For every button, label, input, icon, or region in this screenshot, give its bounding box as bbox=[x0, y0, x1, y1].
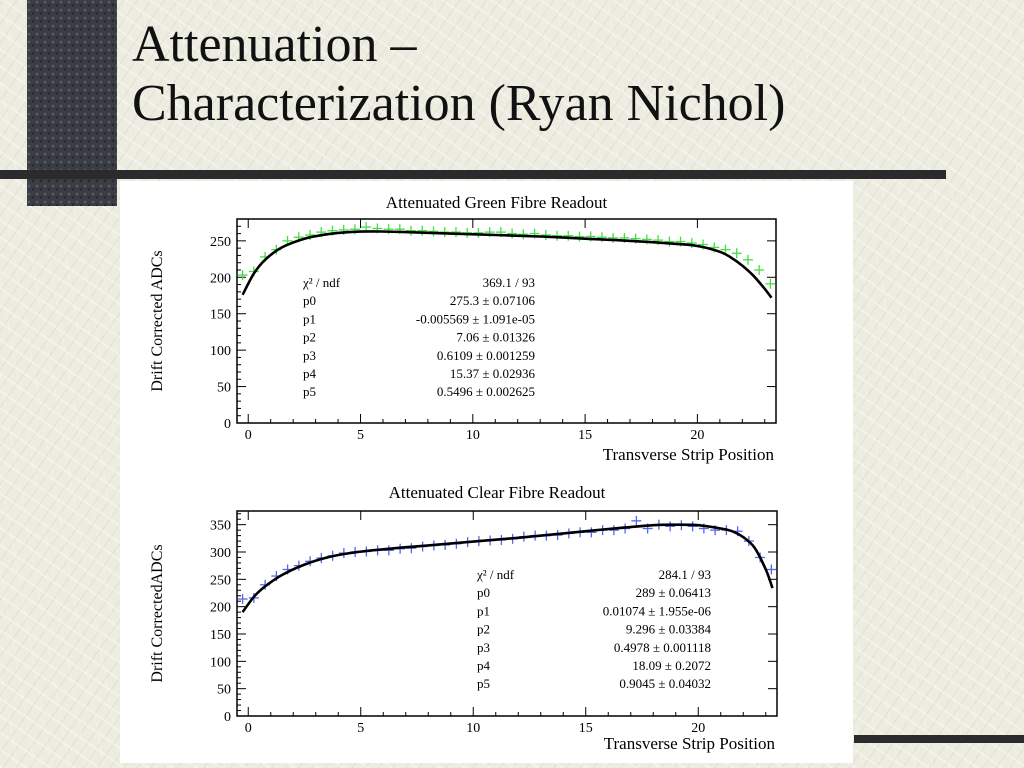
x-tick-label: 5 bbox=[357, 721, 364, 736]
fit-stat-value: 369.1 / 93 bbox=[483, 275, 535, 290]
data-point bbox=[631, 515, 642, 526]
fit-stat-value: 289 ± 0.06413 bbox=[636, 585, 711, 600]
fit-stat-value: 9.296 ± 0.03384 bbox=[626, 622, 712, 637]
y-axis-label: Drift CorrectedADCs bbox=[149, 544, 166, 682]
y-tick-label: 200 bbox=[210, 271, 231, 286]
fit-stat-value: 0.6109 ± 0.001259 bbox=[437, 348, 535, 363]
y-tick-label: 100 bbox=[210, 655, 231, 670]
y-tick-label: 50 bbox=[217, 683, 231, 698]
title-divider-rule bbox=[0, 170, 946, 179]
y-tick-label: 150 bbox=[210, 628, 231, 643]
data-point bbox=[754, 265, 765, 275]
fit-stat-name: p2 bbox=[303, 330, 316, 345]
data-point bbox=[574, 231, 585, 242]
data-point bbox=[428, 226, 439, 237]
fit-stat-value: 0.01074 ± 1.955e-06 bbox=[603, 603, 712, 618]
y-tick-label: 0 bbox=[224, 417, 231, 432]
data-point bbox=[237, 270, 248, 281]
chart-title: Attenuated Green Fibre Readout bbox=[386, 193, 608, 212]
fit-stat-value: 284.1 / 93 bbox=[659, 567, 711, 582]
data-point bbox=[473, 227, 484, 238]
x-tick-label: 10 bbox=[466, 428, 480, 443]
data-point bbox=[665, 521, 676, 532]
bottom-divider-rule bbox=[854, 735, 1024, 743]
x-tick-label: 20 bbox=[690, 428, 704, 443]
data-point bbox=[417, 225, 428, 236]
data-point bbox=[406, 225, 417, 236]
fit-stat-name: p0 bbox=[303, 293, 316, 308]
y-tick-label: 50 bbox=[217, 381, 231, 396]
plot-frame bbox=[236, 510, 778, 717]
y-axis-label: Drift Corrected ADCs bbox=[149, 250, 166, 391]
fit-stat-value: 0.5496 ± 0.002625 bbox=[437, 384, 535, 399]
x-tick-label: 15 bbox=[578, 428, 592, 443]
fit-stat-name: p3 bbox=[303, 348, 316, 363]
fit-curve bbox=[241, 230, 773, 299]
data-point bbox=[664, 236, 675, 247]
fit-stat-name: χ² / ndf bbox=[476, 567, 515, 582]
y-tick-label: 0 bbox=[224, 710, 231, 725]
y-tick-label: 200 bbox=[210, 601, 231, 616]
fit-stat-name: p1 bbox=[477, 603, 490, 618]
fit-stat-name: p5 bbox=[303, 384, 316, 399]
y-tick-label: 250 bbox=[210, 235, 231, 250]
data-point bbox=[731, 248, 742, 259]
data-point bbox=[540, 230, 551, 241]
x-axis-label: Transverse Strip Position bbox=[603, 445, 775, 464]
fit-stat-value: -0.005569 ± 1.091e-05 bbox=[416, 311, 535, 326]
x-tick-label: 0 bbox=[245, 721, 252, 736]
fit-stats-box: χ² / ndf 284.1 / 93 p0 289 ± 0.06413 p1 0.010… bbox=[476, 567, 711, 691]
fit-stat-value: 275.3 ± 0.07106 bbox=[450, 293, 536, 308]
data-point bbox=[742, 254, 753, 265]
data-point bbox=[766, 564, 777, 575]
fit-stat-name: p5 bbox=[477, 676, 490, 691]
x-tick-label: 15 bbox=[579, 721, 593, 736]
fit-stat-value: 7.06 ± 0.01326 bbox=[456, 330, 535, 345]
slide-title-line-1: Attenuation – bbox=[132, 16, 417, 73]
data-point bbox=[237, 594, 248, 605]
y-tick-label: 350 bbox=[210, 519, 231, 534]
x-axis-label: Transverse Strip Position bbox=[604, 734, 776, 753]
fit-stat-name: p4 bbox=[477, 658, 491, 673]
chart-title: Attenuated Clear Fibre Readout bbox=[389, 483, 606, 502]
fit-stat-value: 18.09 ± 0.2072 bbox=[632, 658, 711, 673]
x-tick-label: 20 bbox=[691, 721, 705, 736]
fit-stat-name: p0 bbox=[477, 585, 490, 600]
data-point bbox=[608, 525, 619, 536]
y-tick-label: 100 bbox=[210, 344, 231, 359]
data-point bbox=[518, 229, 529, 240]
fit-stat-name: p2 bbox=[477, 622, 490, 637]
series-1 bbox=[237, 222, 776, 289]
fit-stat-value: 15.37 ± 0.02936 bbox=[450, 366, 536, 381]
y-tick-label: 150 bbox=[210, 308, 231, 323]
y-tick-label: 300 bbox=[210, 546, 231, 561]
data-point bbox=[586, 527, 597, 538]
fit-stat-name: p1 bbox=[303, 311, 316, 326]
slide-title: Attenuation – Characterization (Ryan Nic… bbox=[132, 16, 785, 134]
x-tick-label: 5 bbox=[357, 428, 364, 443]
fit-curve bbox=[241, 523, 774, 613]
data-point bbox=[552, 230, 563, 241]
fit-stats-box: χ² / ndf 369.1 / 93 p0 275.3 ± 0.07106 p1 -0.… bbox=[302, 275, 535, 399]
x-tick-label: 0 bbox=[245, 428, 252, 443]
fit-stat-name: p4 bbox=[303, 366, 317, 381]
y-tick-label: 250 bbox=[210, 573, 231, 588]
x-tick-label: 10 bbox=[466, 721, 480, 736]
slide-title-line-2: Characterization (Ryan Nichol) bbox=[132, 74, 786, 132]
fit-stat-value: 0.9045 ± 0.04032 bbox=[619, 676, 711, 691]
data-point bbox=[765, 278, 776, 289]
fit-stat-value: 0.4978 ± 0.001118 bbox=[614, 640, 711, 655]
data-point bbox=[450, 227, 461, 238]
figure-panel: Attenuated Green Fibre Readout 0 5 10 15 20 0 5… bbox=[120, 181, 853, 763]
fit-stat-name: χ² / ndf bbox=[302, 275, 341, 290]
fit-stat-name: p3 bbox=[477, 640, 490, 655]
data-point bbox=[507, 228, 518, 239]
